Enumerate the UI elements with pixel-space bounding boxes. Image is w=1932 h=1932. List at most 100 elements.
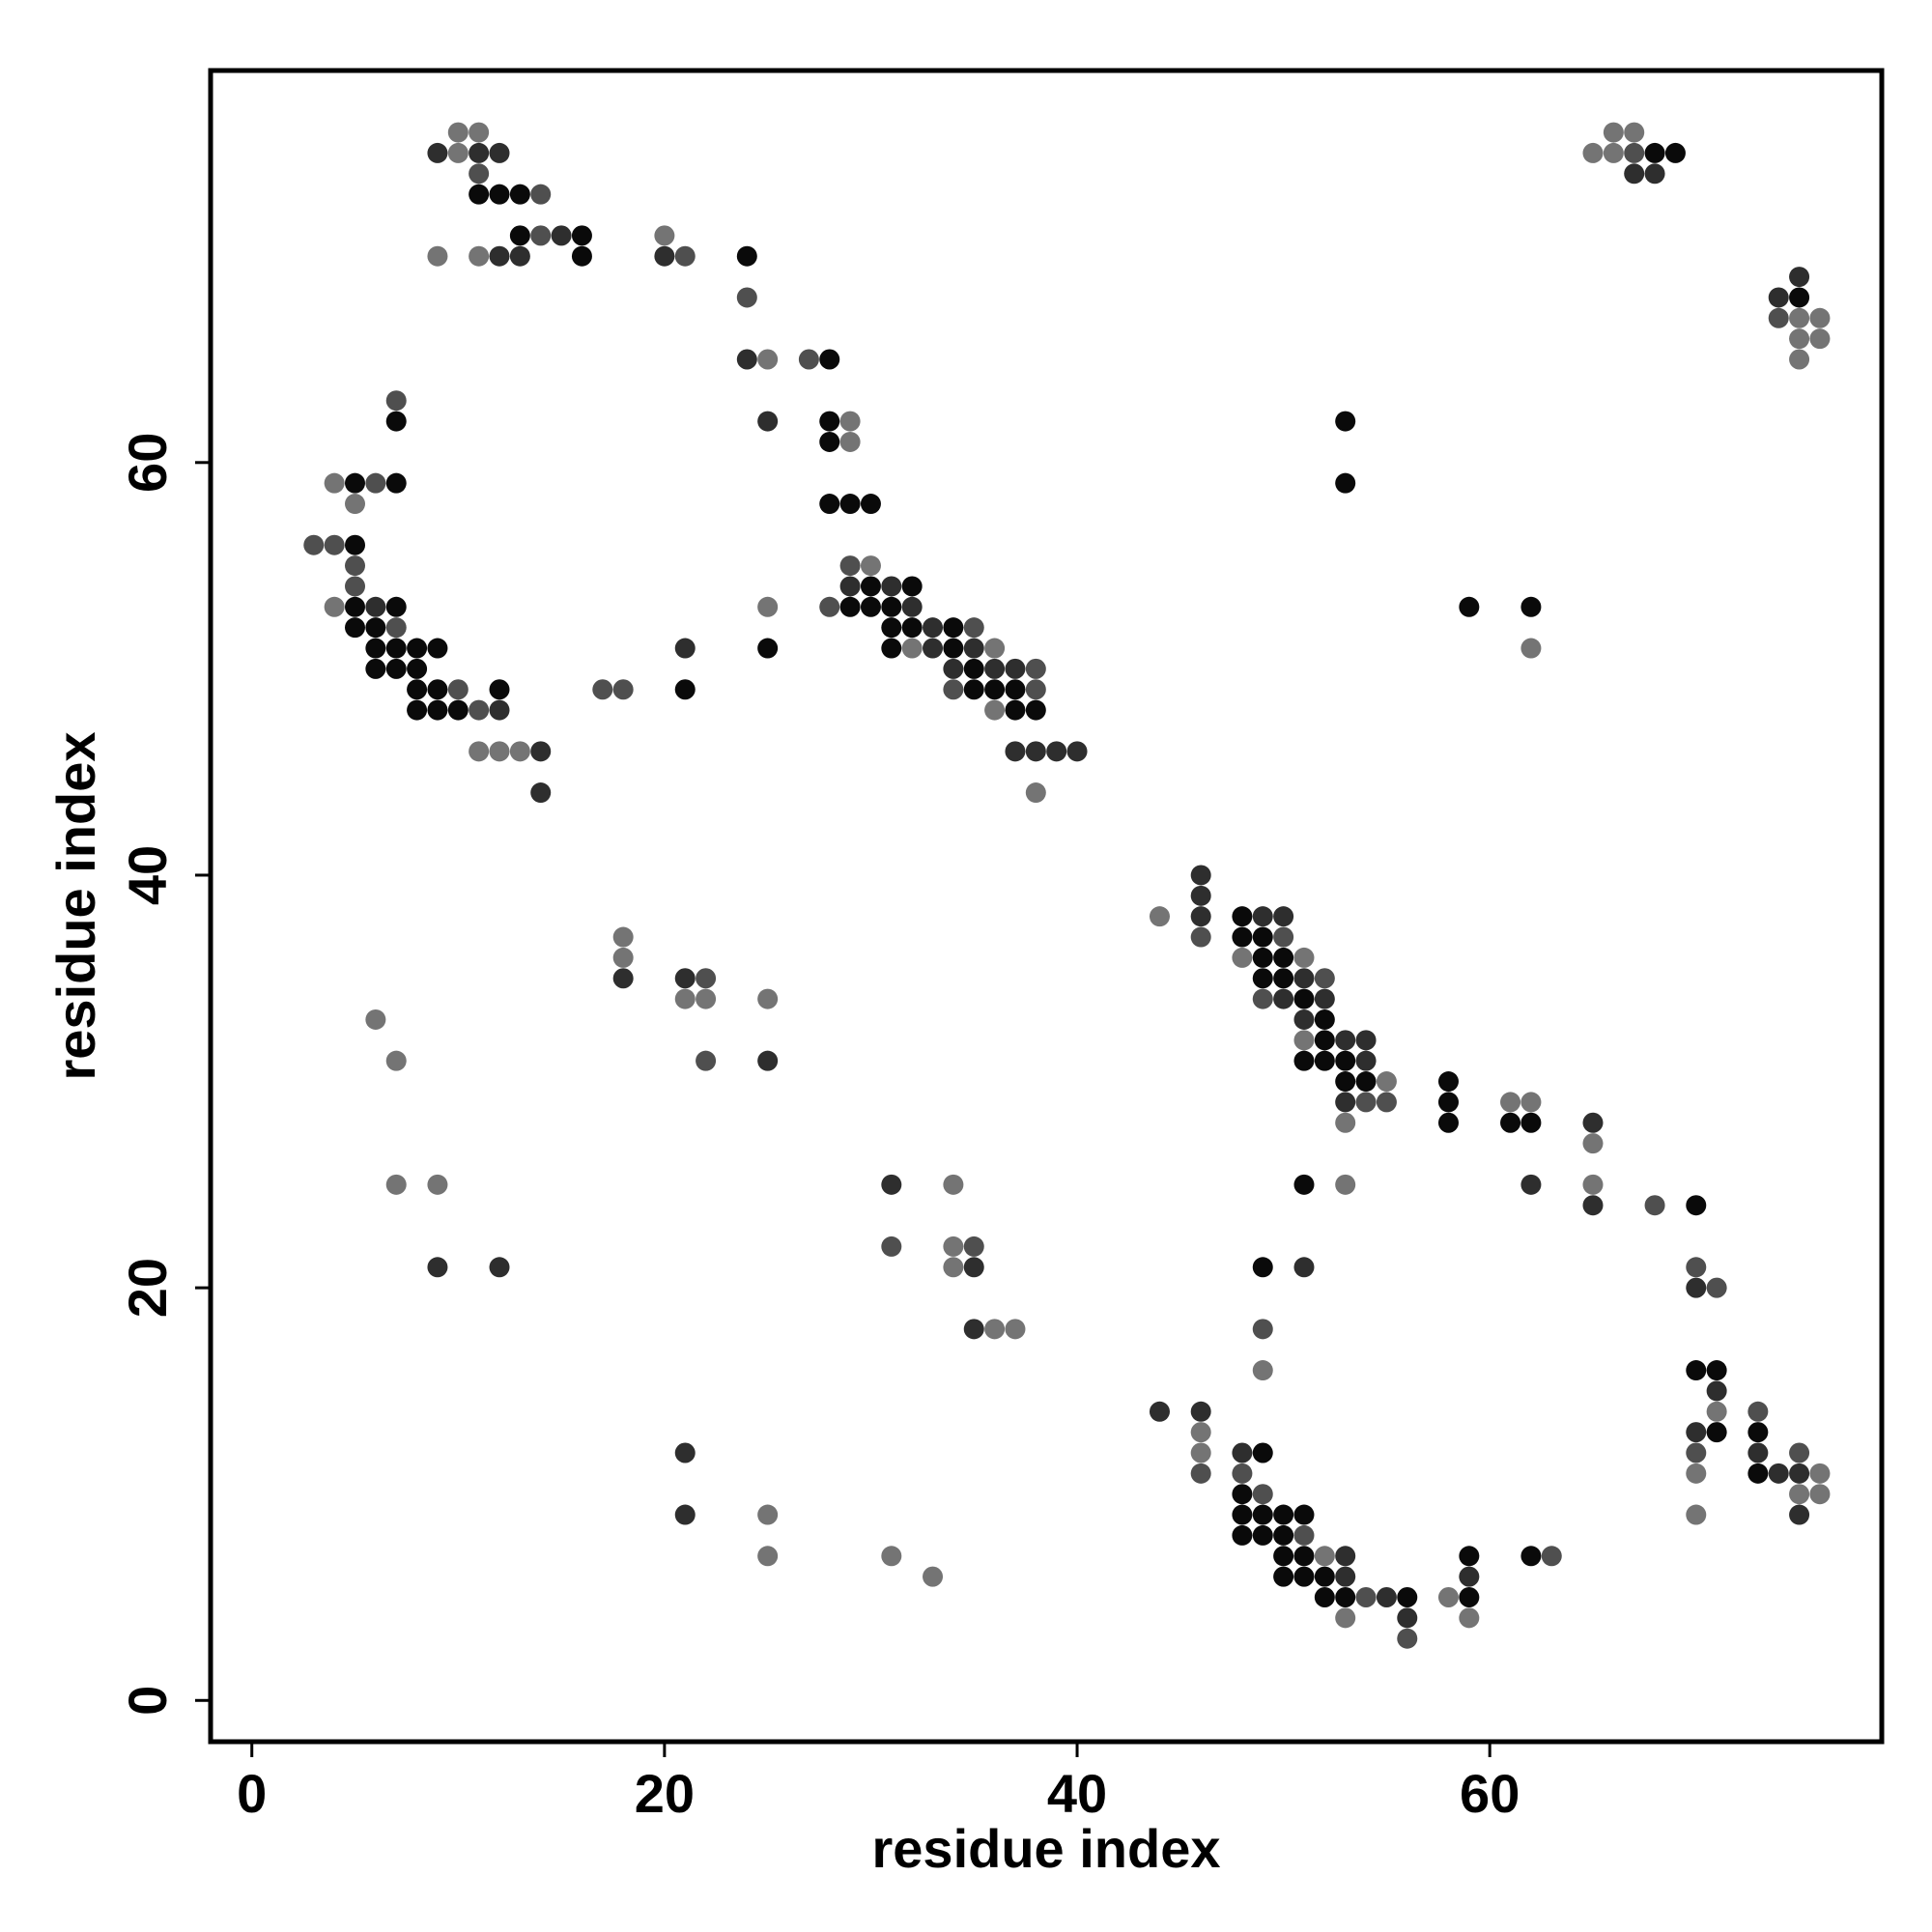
contact-point: [1335, 1607, 1356, 1629]
contact-point: [1706, 1380, 1727, 1402]
contact-point: [1624, 142, 1645, 163]
contact-point: [881, 576, 902, 597]
contact-point: [1252, 1484, 1273, 1505]
contact-point: [1789, 349, 1810, 370]
contact-point: [427, 142, 448, 163]
contact-point: [901, 576, 923, 597]
contact-point: [1789, 1504, 1810, 1525]
contact-point: [1293, 1524, 1315, 1546]
contact-point: [1686, 1277, 1707, 1298]
contact-point: [1149, 1401, 1170, 1422]
contact-point: [1005, 741, 1026, 762]
contact-point: [345, 617, 366, 639]
contact-point: [984, 658, 1006, 679]
contact-point: [1190, 1442, 1211, 1463]
contact-point: [1706, 1422, 1727, 1443]
contact-point: [1335, 1566, 1356, 1587]
contact-point: [1355, 1586, 1377, 1607]
contact-point: [1376, 1092, 1397, 1113]
contact-point: [1293, 1546, 1315, 1567]
contact-point: [1376, 1071, 1397, 1093]
contact-point: [345, 534, 366, 555]
contact-point: [696, 1050, 717, 1071]
contact-point: [1624, 163, 1645, 185]
contact-point: [1252, 1360, 1273, 1381]
contact-point: [1252, 1524, 1273, 1546]
contact-point: [674, 245, 696, 267]
contact-point: [1686, 1360, 1707, 1381]
contact-point: [1293, 947, 1315, 968]
contact-point: [365, 638, 386, 659]
contact-point: [674, 1442, 696, 1463]
contact-point: [447, 699, 469, 721]
contact-point: [1686, 1442, 1707, 1463]
contact-point: [736, 287, 757, 308]
contact-point: [1293, 1174, 1315, 1195]
contact-point: [819, 596, 840, 617]
contact-point: [881, 1546, 902, 1567]
contact-point: [1582, 1174, 1604, 1195]
contact-point: [1747, 1463, 1769, 1484]
contact-point: [365, 617, 386, 639]
contact-point: [509, 245, 530, 267]
contact-point: [427, 638, 448, 659]
contact-point: [1232, 1524, 1253, 1546]
x-tick-label: 40: [1047, 1763, 1107, 1824]
contact-point: [943, 617, 964, 639]
contact-point: [469, 122, 490, 143]
contact-point: [1273, 926, 1294, 948]
contact-point: [407, 638, 428, 659]
contact-point: [1335, 1030, 1356, 1051]
contact-point: [943, 1174, 964, 1195]
contact-point: [1252, 926, 1273, 948]
contact-point: [1190, 1422, 1211, 1443]
contact-point: [923, 638, 944, 659]
contact-point: [984, 699, 1006, 721]
contact-point: [345, 555, 366, 577]
contact-point: [1706, 1401, 1727, 1422]
contact-point: [1789, 1484, 1810, 1505]
contact-point: [530, 225, 552, 246]
contact-point: [385, 596, 407, 617]
contact-point: [551, 225, 572, 246]
contact-point: [1273, 988, 1294, 1009]
contact-point: [407, 679, 428, 700]
contact-point: [860, 576, 881, 597]
contact-point: [1809, 328, 1831, 350]
contact-point: [1232, 1463, 1253, 1484]
contact-point: [1314, 1566, 1335, 1587]
y-tick-label: 20: [117, 1258, 178, 1318]
contact-point: [1025, 782, 1046, 804]
data-points: [303, 122, 1831, 1649]
contact-point: [819, 431, 840, 452]
contact-point: [1273, 968, 1294, 989]
contact-point: [819, 494, 840, 515]
contact-point: [839, 494, 861, 515]
contact-point: [385, 472, 407, 494]
contact-point: [1582, 1112, 1604, 1133]
contact-point: [757, 1050, 779, 1071]
contact-point: [530, 184, 552, 205]
contact-point: [1190, 865, 1211, 886]
contact-point: [530, 782, 552, 804]
contact-point: [839, 411, 861, 432]
contact-point: [469, 163, 490, 185]
contact-point: [1520, 638, 1542, 659]
contact-point: [612, 679, 634, 700]
contact-point: [757, 988, 779, 1009]
contact-point: [1644, 163, 1665, 185]
contact-point: [1437, 1586, 1459, 1607]
contact-point: [1582, 1195, 1604, 1216]
contact-point: [1314, 1546, 1335, 1567]
contact-point: [345, 576, 366, 597]
contact-point: [345, 472, 366, 494]
contact-point: [1582, 1133, 1604, 1154]
contact-point: [696, 988, 717, 1009]
y-axis-ticks: 0 20 40 60: [117, 433, 211, 1716]
contact-point: [736, 245, 757, 267]
contact-point: [757, 411, 779, 432]
contact-point: [674, 968, 696, 989]
contact-point: [385, 1050, 407, 1071]
contact-point: [757, 1504, 779, 1525]
